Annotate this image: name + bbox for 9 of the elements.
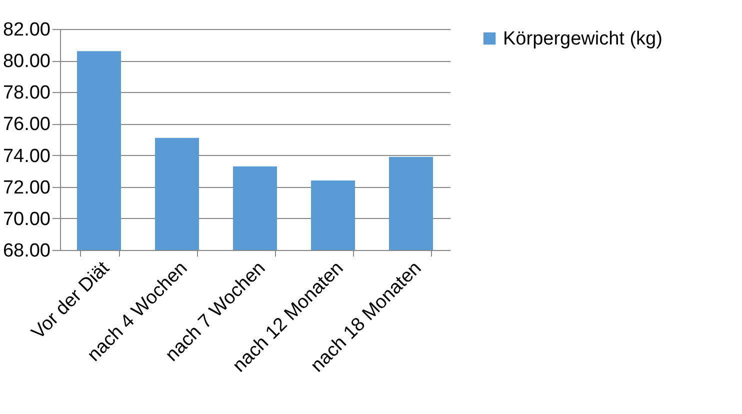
y-tick-label: 76.00 (2, 114, 50, 136)
y-tick-label: 82.00 (2, 20, 50, 40)
y-tick-label: 80.00 (2, 51, 50, 72)
y-tick-label: 68.00 (2, 240, 50, 262)
y-tick-label: 72.00 (2, 177, 50, 198)
legend-label: Körpergewicht (kg) (503, 28, 662, 50)
y-tick-label: 70.00 (2, 208, 50, 230)
y-tick-label: 74.00 (2, 146, 50, 167)
y-tick-label: 78.00 (2, 82, 50, 104)
